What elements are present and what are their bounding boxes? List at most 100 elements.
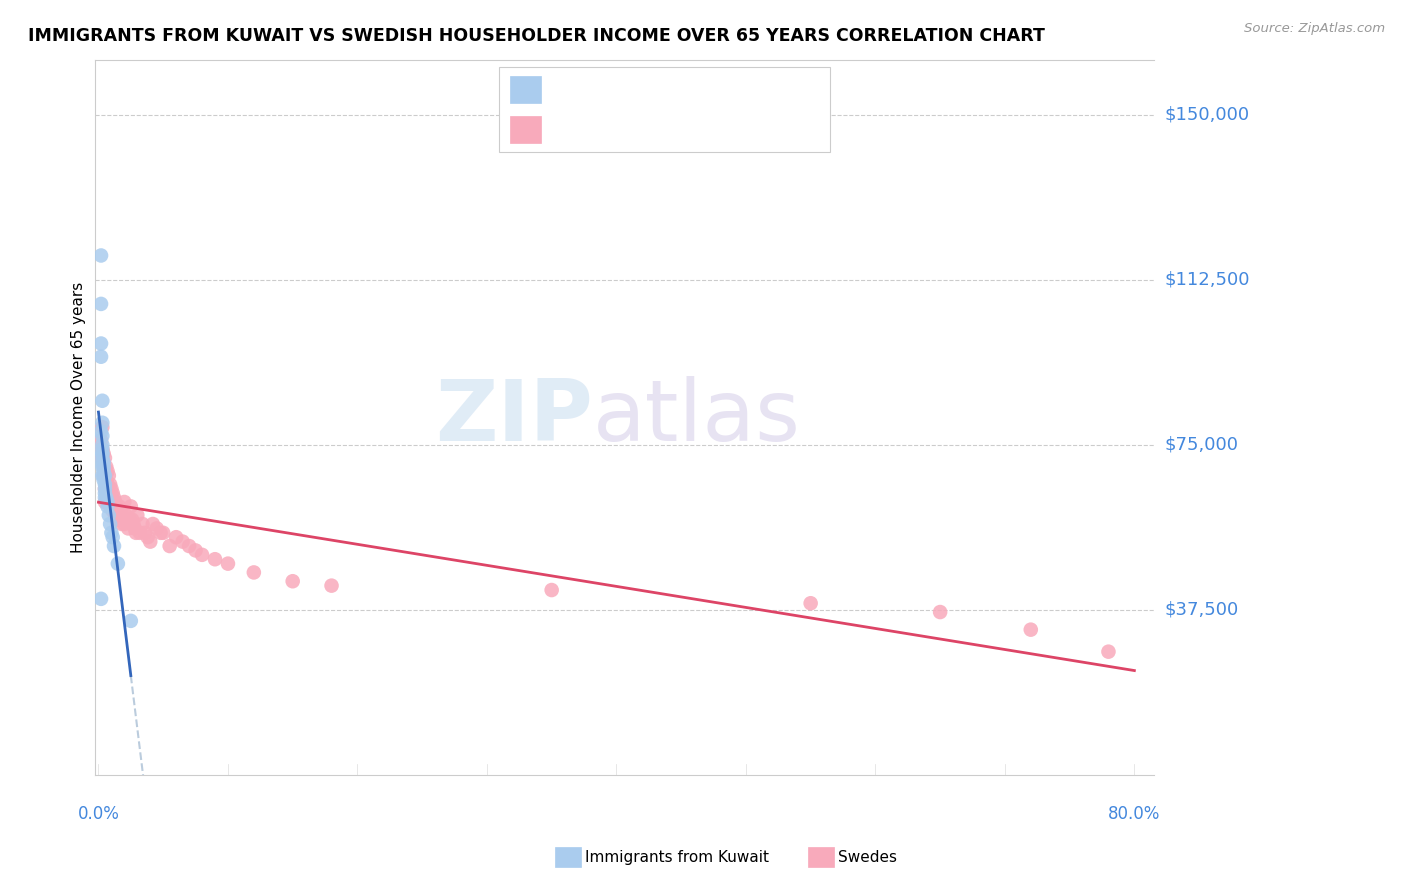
Point — [128, 525, 150, 540]
Point — [1097, 645, 1119, 659]
Point — [93, 459, 115, 474]
Point — [90, 350, 112, 364]
Point — [124, 521, 146, 535]
Text: 0.0%: 0.0% — [77, 805, 120, 823]
Point — [94, 464, 117, 478]
Point — [112, 513, 135, 527]
Point — [97, 486, 120, 500]
Point — [91, 442, 114, 457]
Point — [107, 513, 129, 527]
Point — [91, 446, 114, 460]
Point — [94, 486, 117, 500]
Point — [93, 455, 115, 469]
Point — [108, 508, 131, 523]
Point — [1019, 623, 1042, 637]
Point — [98, 500, 121, 514]
Point — [321, 579, 343, 593]
Point — [103, 504, 125, 518]
Text: $37,500: $37,500 — [1166, 601, 1239, 619]
Point — [94, 477, 117, 491]
Point — [149, 525, 172, 540]
Point — [91, 393, 114, 408]
Text: atlas: atlas — [592, 376, 800, 458]
Point — [104, 495, 127, 509]
Point — [93, 468, 115, 483]
Text: Swedes: Swedes — [838, 850, 897, 864]
Point — [91, 420, 114, 434]
Point — [91, 442, 114, 457]
Point — [800, 596, 823, 610]
Point — [281, 574, 304, 589]
Point — [91, 450, 114, 465]
Point — [98, 516, 121, 531]
Point — [98, 491, 121, 505]
Point — [96, 486, 118, 500]
Point — [110, 504, 132, 518]
Point — [96, 500, 118, 514]
Point — [100, 482, 122, 496]
Point — [100, 525, 122, 540]
Point — [94, 468, 117, 483]
Point — [96, 482, 118, 496]
Point — [94, 468, 117, 483]
Point — [91, 459, 114, 474]
Point — [204, 552, 226, 566]
Point — [540, 582, 562, 597]
Text: Source: ZipAtlas.com: Source: ZipAtlas.com — [1244, 22, 1385, 36]
Text: 80.0%: 80.0% — [1108, 805, 1160, 823]
Point — [90, 591, 112, 606]
Point — [93, 473, 115, 487]
Text: $112,500: $112,500 — [1166, 270, 1250, 289]
Point — [97, 468, 120, 483]
Point — [159, 539, 181, 553]
Point — [104, 508, 127, 523]
Point — [94, 482, 117, 496]
Point — [125, 525, 148, 540]
Point — [929, 605, 952, 619]
Point — [91, 455, 114, 469]
Point — [108, 500, 131, 514]
Point — [112, 495, 135, 509]
Point — [115, 513, 138, 527]
Point — [112, 516, 135, 531]
Point — [117, 521, 139, 535]
Point — [184, 543, 207, 558]
Point — [93, 446, 115, 460]
Text: $150,000: $150,000 — [1166, 105, 1250, 124]
Point — [91, 429, 114, 443]
Point — [101, 530, 124, 544]
Text: R = -0.402: R = -0.402 — [548, 78, 637, 95]
Point — [96, 464, 118, 478]
Point — [93, 455, 115, 469]
Point — [105, 500, 128, 514]
Point — [94, 482, 117, 496]
Point — [121, 513, 143, 527]
Point — [93, 459, 115, 474]
Point — [91, 468, 114, 483]
Point — [90, 336, 112, 351]
Text: N = 37: N = 37 — [717, 78, 775, 95]
Text: $75,000: $75,000 — [1166, 436, 1239, 454]
Point — [142, 516, 165, 531]
Point — [120, 500, 142, 514]
Point — [90, 425, 112, 439]
Point — [91, 446, 114, 460]
Point — [172, 534, 194, 549]
Point — [107, 504, 129, 518]
Point — [111, 508, 134, 523]
Point — [91, 450, 114, 465]
Text: ZIP: ZIP — [434, 376, 592, 458]
Point — [127, 508, 149, 523]
Point — [94, 491, 117, 505]
Point — [131, 516, 153, 531]
Point — [139, 534, 162, 549]
Point — [96, 473, 118, 487]
Point — [96, 486, 118, 500]
Point — [97, 495, 120, 509]
Point — [97, 508, 120, 523]
Point — [145, 521, 167, 535]
Point — [91, 438, 114, 452]
Point — [96, 477, 118, 491]
Point — [118, 513, 141, 527]
Point — [122, 516, 145, 531]
